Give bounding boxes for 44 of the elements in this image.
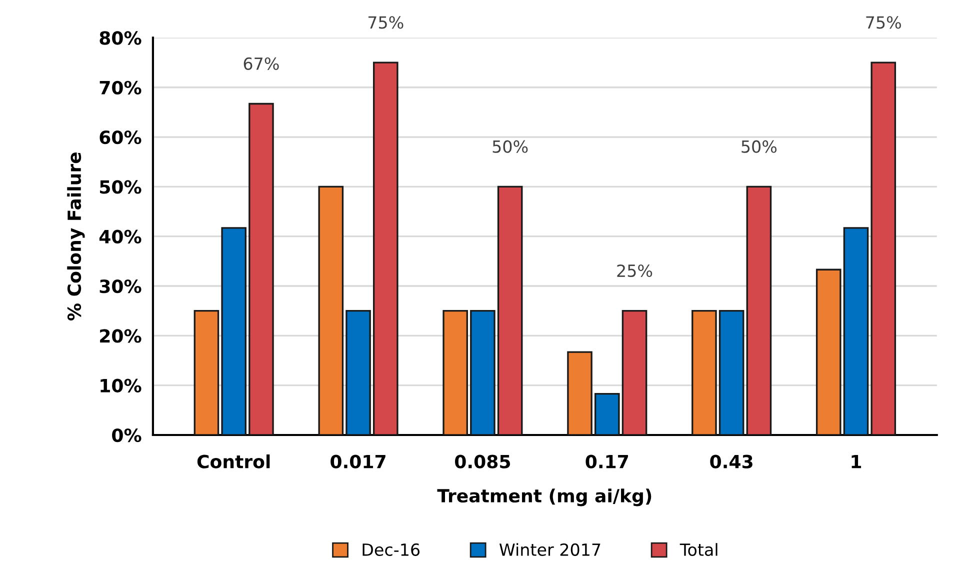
bar bbox=[692, 310, 717, 435]
bar bbox=[567, 351, 592, 435]
y-tick-label: 30% bbox=[100, 279, 142, 294]
data-label: 25% bbox=[617, 264, 652, 278]
bar bbox=[470, 310, 496, 435]
data-label: 50% bbox=[742, 140, 777, 153]
data-label: 75% bbox=[368, 16, 404, 29]
y-tick-label: 20% bbox=[100, 329, 142, 343]
bar bbox=[843, 227, 869, 435]
x-tick-label: 0.43 bbox=[710, 454, 752, 468]
data-label: 50% bbox=[492, 140, 528, 153]
legend-label: Dec-16 bbox=[362, 543, 420, 556]
legend-label: Total bbox=[680, 543, 718, 556]
bar bbox=[248, 102, 274, 435]
bar bbox=[372, 62, 398, 435]
y-axis-title: % Colony Failure bbox=[67, 152, 85, 320]
y-tick-label: 40% bbox=[99, 230, 142, 244]
y-tick-label: 0% bbox=[112, 428, 142, 442]
y-tick-label: 60% bbox=[100, 130, 142, 144]
bar bbox=[622, 310, 648, 435]
bar bbox=[442, 310, 468, 435]
bar bbox=[221, 227, 246, 435]
data-label: 67% bbox=[244, 57, 279, 70]
data-label: 75% bbox=[866, 16, 901, 29]
bar bbox=[346, 310, 371, 435]
bar bbox=[746, 186, 772, 435]
x-tick-label: Control bbox=[197, 454, 270, 468]
bar bbox=[870, 62, 896, 435]
y-tick-label: 50% bbox=[100, 180, 142, 194]
x-tick-label: 0.017 bbox=[330, 454, 386, 468]
bar bbox=[718, 310, 744, 435]
x-tick-label: 0.085 bbox=[455, 454, 510, 468]
bar bbox=[816, 268, 842, 435]
bar bbox=[194, 310, 220, 435]
legend-label: Winter 2017 bbox=[499, 543, 600, 556]
bar bbox=[594, 392, 620, 435]
x-tick-label: 1 bbox=[852, 455, 862, 468]
x-axis-title: Treatment (mg ai/kg) bbox=[437, 488, 652, 506]
bar bbox=[318, 186, 344, 435]
x-tick-label: 0.17 bbox=[586, 454, 628, 468]
y-tick-label: 10% bbox=[100, 378, 142, 392]
bar bbox=[497, 186, 523, 435]
y-tick-label: 70% bbox=[100, 80, 142, 94]
y-tick-label: 80% bbox=[100, 31, 142, 45]
